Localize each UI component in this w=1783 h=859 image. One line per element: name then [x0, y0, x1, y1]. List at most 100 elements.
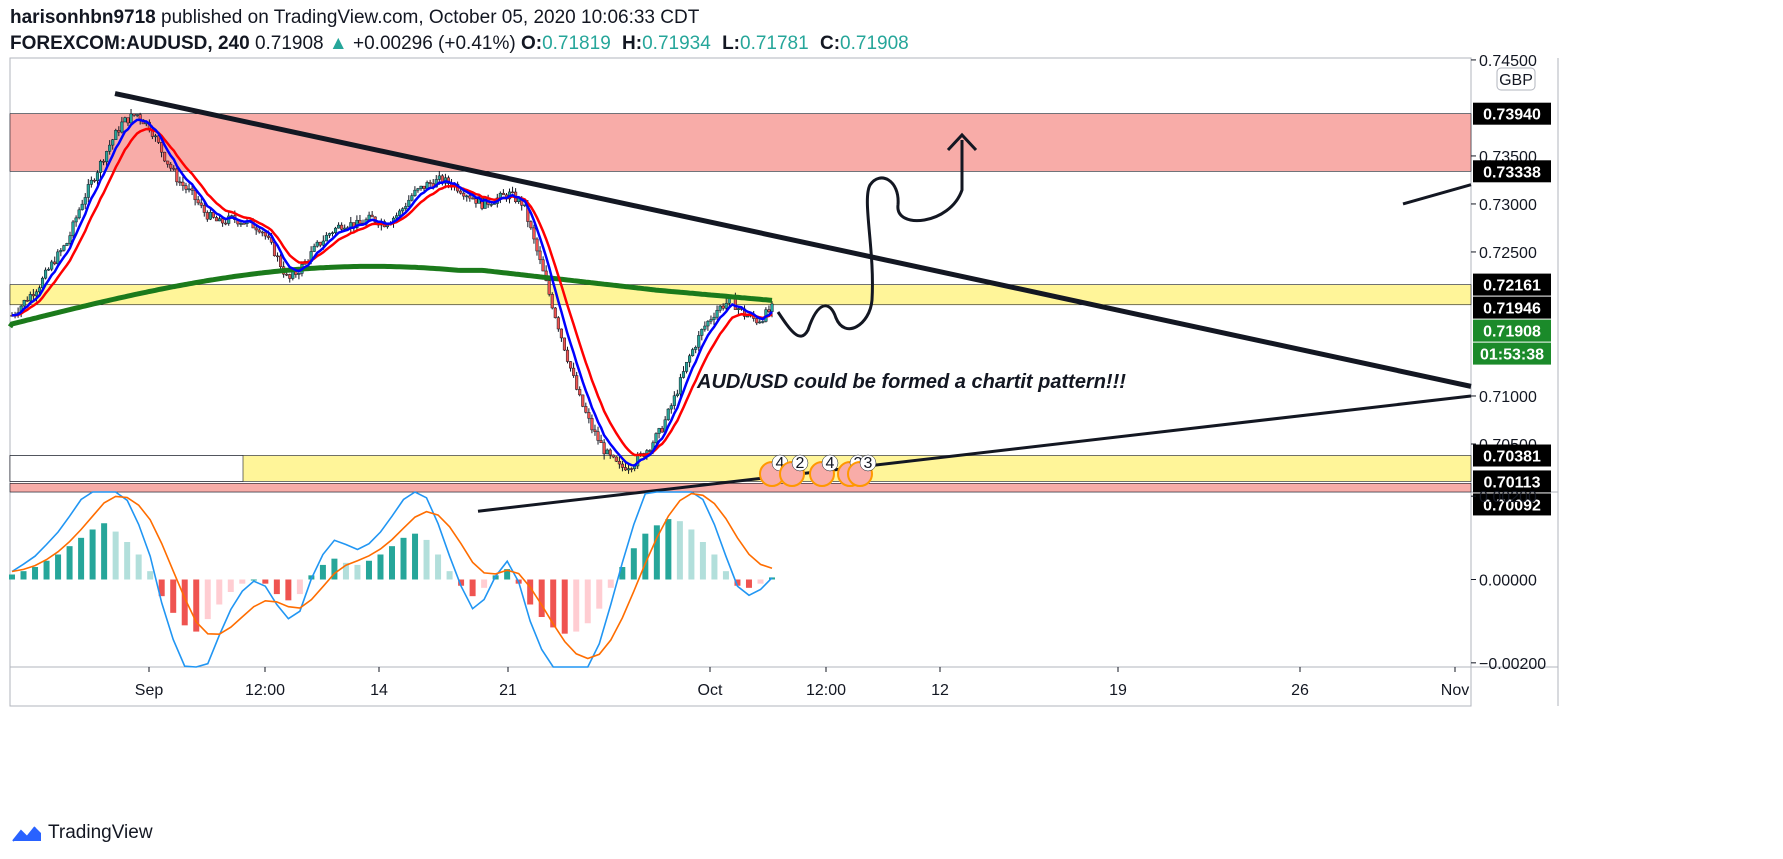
candle-body — [25, 299, 29, 302]
candle — [340, 222, 344, 232]
candle-body — [56, 251, 60, 265]
candle — [92, 178, 96, 183]
candle-body — [404, 206, 408, 209]
candle-body — [221, 218, 225, 224]
candle — [65, 242, 69, 246]
event-count: 2 — [796, 455, 805, 472]
candle — [242, 223, 246, 225]
candle — [279, 254, 283, 269]
candle — [190, 185, 194, 196]
candle-body — [257, 229, 261, 233]
candle-body — [602, 442, 606, 455]
candle — [578, 386, 582, 397]
candle-body — [593, 429, 597, 432]
macd-histogram-bar — [412, 533, 419, 580]
candle — [718, 304, 722, 313]
open-value: 0.71819 — [542, 33, 611, 54]
candle-body — [675, 393, 679, 396]
candle — [358, 214, 362, 224]
candle-body — [626, 468, 631, 471]
candle — [68, 231, 72, 248]
candle — [755, 317, 759, 326]
price-tag-label: 0.70113 — [1484, 474, 1541, 491]
candle — [617, 456, 621, 469]
candle-body — [489, 204, 493, 206]
candle — [205, 210, 209, 222]
candle-body — [263, 231, 267, 237]
macd-histogram-bar — [688, 529, 695, 580]
candle-body — [398, 210, 402, 216]
currency-badge-label: GBP — [1499, 72, 1533, 89]
macd-histogram-bar — [596, 579, 603, 609]
candle-body — [459, 190, 463, 194]
macd-histogram-bar — [170, 579, 177, 613]
candle — [315, 240, 319, 248]
candle — [672, 391, 676, 410]
candle-body — [77, 209, 81, 219]
candle-body — [288, 274, 292, 279]
candle — [599, 434, 603, 443]
price-tag-label: 0.70381 — [1483, 449, 1541, 466]
candle-body — [28, 294, 32, 302]
candle-body — [428, 182, 432, 184]
candle — [587, 408, 591, 424]
macd-histogram-bar — [665, 519, 672, 580]
candle-body — [681, 371, 686, 378]
candle — [187, 183, 191, 193]
candle — [541, 256, 545, 272]
candle-body — [666, 408, 670, 421]
macd-histogram-bar — [584, 579, 591, 624]
candle-body — [340, 224, 344, 230]
candle-body — [260, 231, 264, 234]
candle-body — [53, 261, 57, 265]
time-tick-label: Nov — [1441, 682, 1469, 699]
time-tick-label: 12 — [931, 682, 949, 699]
candle — [71, 220, 75, 239]
tradingview-logo-icon[interactable] — [12, 824, 42, 842]
price-tick-label: 0.71000 — [1479, 389, 1537, 406]
candle — [666, 408, 670, 421]
candle-body — [120, 121, 124, 133]
macd-tick-label: 0.00200 — [1479, 489, 1537, 506]
candle-body — [190, 188, 194, 191]
macd-histogram-bar — [481, 579, 488, 588]
candle-body — [410, 195, 414, 201]
macd-histogram-bar — [158, 579, 165, 597]
candle — [596, 426, 600, 445]
candle-body — [718, 305, 722, 311]
candle — [25, 296, 29, 302]
candle — [761, 320, 765, 324]
candle-body — [691, 349, 695, 357]
candle-body — [239, 223, 243, 225]
author-name[interactable]: harisonhbn9718 — [10, 7, 156, 28]
candle-body — [184, 185, 188, 190]
candle — [608, 448, 612, 459]
candle-body — [370, 214, 374, 218]
candle — [199, 198, 203, 209]
annotation-text: AUD/USD could be formed a chartit patter… — [696, 371, 1126, 393]
event-count: 4 — [826, 455, 835, 472]
candle — [370, 211, 374, 218]
candle-body — [721, 305, 725, 309]
event-count: 3 — [864, 455, 873, 472]
candle — [120, 116, 124, 134]
candle-body — [660, 428, 664, 433]
candle — [538, 246, 542, 265]
price-tag-label: 0.72161 — [1483, 278, 1541, 295]
footer-brand[interactable]: TradingView — [48, 822, 153, 843]
macd-histogram-bar — [538, 579, 545, 617]
candle-body — [596, 431, 600, 441]
candle-body — [163, 151, 167, 162]
price-tag-label: 0.73940 — [1483, 107, 1541, 124]
candle-body — [770, 303, 774, 312]
candle-body — [266, 235, 270, 238]
macd-tick-label: 0.00000 — [1479, 573, 1537, 590]
candle-body — [166, 160, 170, 165]
candle-body — [535, 238, 539, 252]
candle — [135, 114, 139, 118]
candle-body — [584, 406, 588, 413]
candle — [114, 128, 118, 140]
candle-body — [669, 405, 673, 410]
candle-body — [123, 117, 127, 123]
